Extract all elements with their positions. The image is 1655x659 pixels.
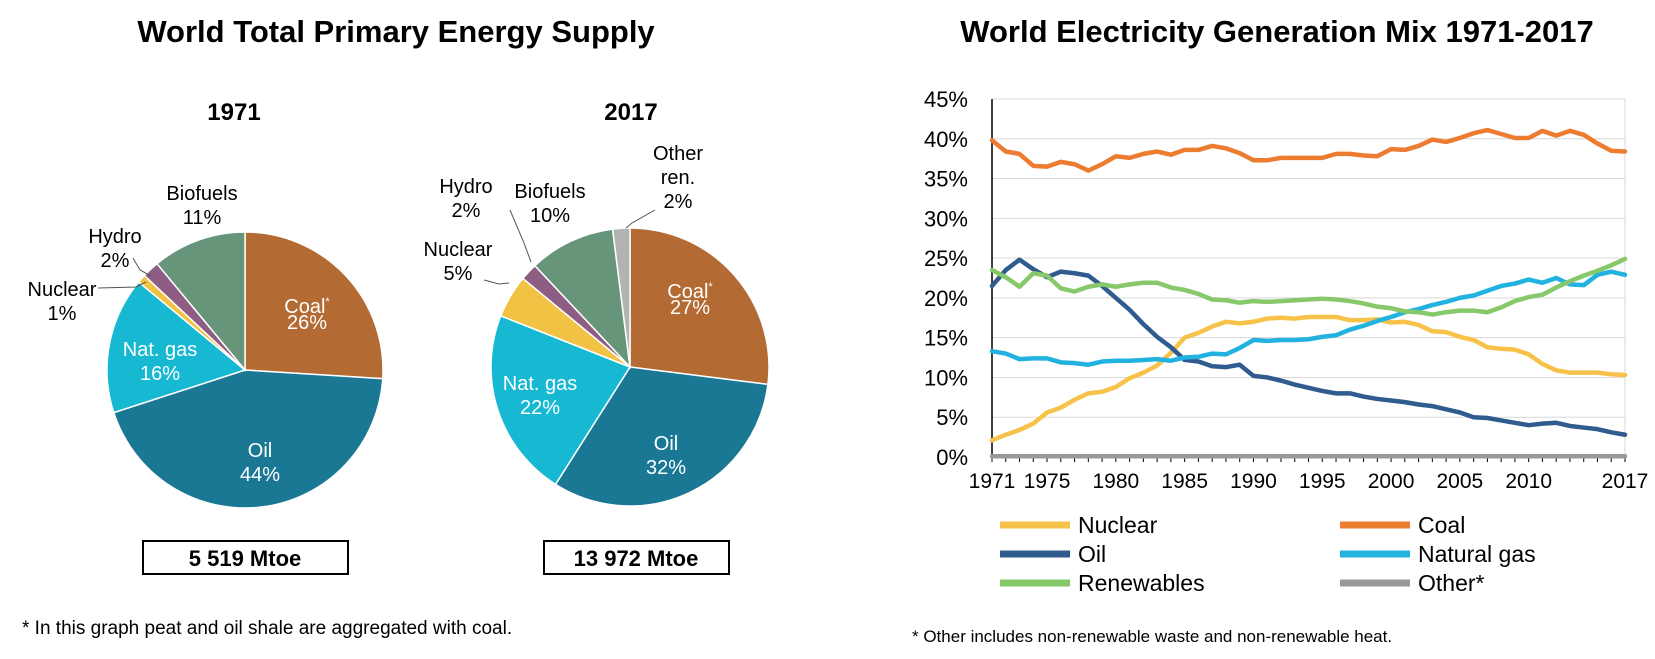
pie-slice-other-ren — [611, 227, 631, 368]
x-tick-label: 2017 — [1602, 470, 1649, 493]
x-tick-label: 1980 — [1092, 470, 1139, 493]
pie-slice-biofuels — [155, 231, 246, 373]
pie-2017-year: 2017 — [604, 99, 657, 126]
pie-slice-coal — [244, 231, 384, 380]
pie-label-nat-gas: Nat. gas 16% — [123, 339, 197, 385]
pie-label-other-ren: Other ren. 2% — [653, 143, 703, 213]
line-nuclear — [989, 314, 1628, 443]
line-chart: 0% 5% 10% 15% 20% 25% 30% 35% 40% 45% 1971 1975 1980… — [924, 87, 1648, 596]
right-footnote: * Other includes non-renewable waste and… — [912, 627, 1392, 646]
pie-label-coal: Coal* 27% — [667, 281, 713, 319]
x-tick-label: 1990 — [1230, 470, 1277, 493]
pie-chart-1971: 1971 Coal* 26% Oil 44% Nat. gas 16% Nuclear 1% H… — [28, 99, 384, 575]
line-coal — [989, 127, 1628, 173]
pie-leader-hydro — [132, 257, 152, 277]
pie-1971-total: 5 519 Mtoe — [189, 546, 302, 571]
legend-label-renewables: Renewables — [1078, 570, 1205, 596]
y-tick-label: 5% — [936, 405, 968, 430]
pie-label-nuclear: Nuclear 5% — [424, 239, 493, 285]
x-tick-label: 1975 — [1024, 470, 1071, 493]
left-title: World Total Primary Energy Supply — [137, 14, 655, 49]
pie-1971-year: 1971 — [207, 99, 260, 126]
pie-leader-other-ren — [625, 209, 656, 229]
pie-label-oil: Oil 32% — [646, 433, 686, 479]
right-title: World Electricity Generation Mix 1971-20… — [960, 14, 1593, 49]
y-tick-label: 25% — [924, 246, 968, 271]
pie-slice-nat-gas — [106, 280, 247, 414]
y-tick-label: 20% — [924, 286, 968, 311]
pie-leader-hydro — [509, 209, 532, 263]
y-tick-label: 40% — [924, 127, 968, 152]
pie-label-coal: Coal* 26% — [284, 296, 330, 334]
y-tick-label: 35% — [924, 167, 968, 192]
y-tick-label: 15% — [924, 326, 968, 351]
pie-label-nat-gas: Nat. gas 22% — [503, 373, 577, 419]
pie-2017-total: 13 972 Mtoe — [574, 546, 699, 571]
y-tick-label: 45% — [924, 87, 968, 112]
legend-label-other: Other* — [1418, 570, 1485, 596]
pie-slice-nat-gas — [490, 314, 632, 486]
x-tick-label: 2000 — [1368, 470, 1415, 493]
pie-1971-total-box — [142, 540, 349, 575]
pie-label-hydro: Hydro 2% — [439, 176, 492, 222]
y-tick-label: 10% — [924, 365, 968, 390]
pie-leader-nuclear — [483, 279, 510, 285]
line-renewables — [989, 256, 1628, 317]
pie-slice-coal — [629, 227, 770, 386]
pie-label-hydro: Hydro 2% — [88, 226, 141, 272]
legend-label-coal: Coal — [1418, 512, 1465, 538]
line-oil — [989, 257, 1628, 437]
x-tick-label: 1985 — [1161, 470, 1208, 493]
x-tick-label: 2005 — [1437, 470, 1484, 493]
pie-label-nuclear: Nuclear 1% — [28, 279, 97, 325]
pie-chart-2017: 2017 Coal* 27% Oil 32% Nat. gas 22% Nuclear 5% H… — [424, 99, 770, 575]
y-tick-label: 0% — [936, 445, 968, 470]
pie-label-oil: Oil 44% — [240, 440, 280, 486]
legend-label-nuclear: Nuclear — [1078, 512, 1158, 538]
line-natural-gas — [989, 269, 1628, 367]
legend-label-natural-gas: Natural gas — [1418, 541, 1536, 567]
legend-label-oil: Oil — [1078, 541, 1106, 567]
x-tick-label: 1995 — [1299, 470, 1346, 493]
pie-slice-biofuels — [533, 228, 632, 370]
pie-label-biofuels: Biofuels 10% — [514, 181, 585, 227]
left-footnote: * In this graph peat and oil shale are a… — [22, 618, 512, 639]
x-tick-label: 2010 — [1505, 470, 1552, 493]
x-tick-label: 1971 — [969, 470, 1016, 493]
pie-leader-nuclear — [97, 281, 147, 289]
pie-2017-total-box — [543, 540, 730, 575]
pie-label-biofuels: Biofuels 11% — [166, 183, 237, 229]
y-tick-label: 30% — [924, 206, 968, 231]
pie-slice-oil — [112, 369, 384, 509]
